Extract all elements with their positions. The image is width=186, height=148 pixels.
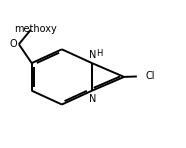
Text: Cl: Cl [146, 71, 155, 81]
Text: N: N [89, 94, 97, 104]
Text: methoxy: methoxy [14, 24, 57, 34]
Text: N: N [89, 50, 97, 60]
Text: H: H [96, 49, 102, 58]
Text: O: O [10, 38, 17, 49]
